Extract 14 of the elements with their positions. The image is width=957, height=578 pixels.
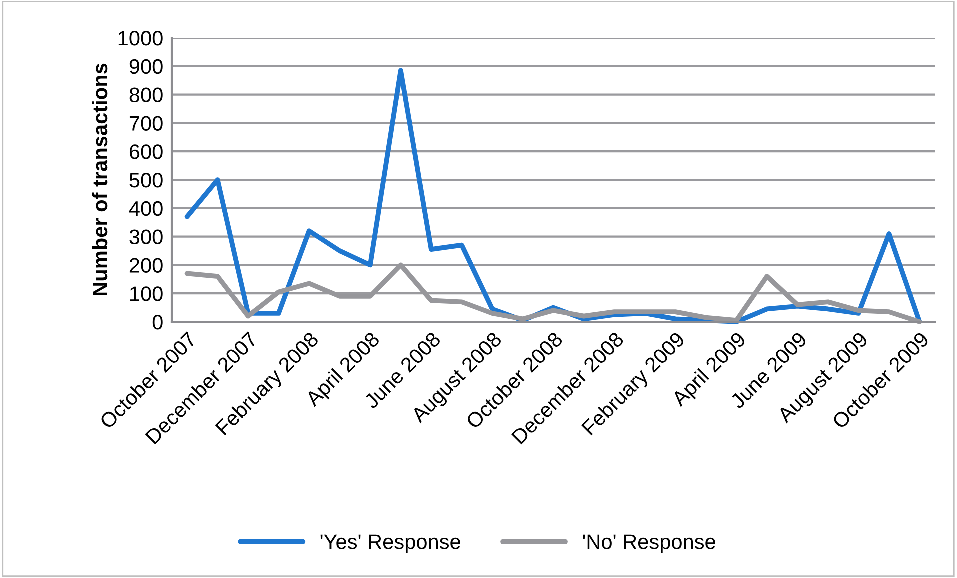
legend-label: 'Yes' Response (320, 534, 460, 554)
y-tick-label: 700 (130, 116, 163, 131)
y-tick-label: 300 (130, 230, 163, 245)
y-axis-title: Number of transactions (92, 64, 108, 296)
legend-label: 'No' Response (583, 534, 716, 554)
y-tick-label: 600 (130, 144, 163, 160)
y-tick-label: 500 (130, 173, 163, 188)
y-tick-label: 200 (130, 258, 163, 273)
y-tick-label: 400 (129, 201, 163, 216)
y-tick-label: 0 (152, 315, 163, 330)
y-tick-label: 100 (130, 286, 163, 302)
y-tick-label: 1000 (118, 31, 163, 46)
y-tick-label: 800 (130, 88, 163, 103)
y-tick-label: 900 (130, 59, 163, 74)
